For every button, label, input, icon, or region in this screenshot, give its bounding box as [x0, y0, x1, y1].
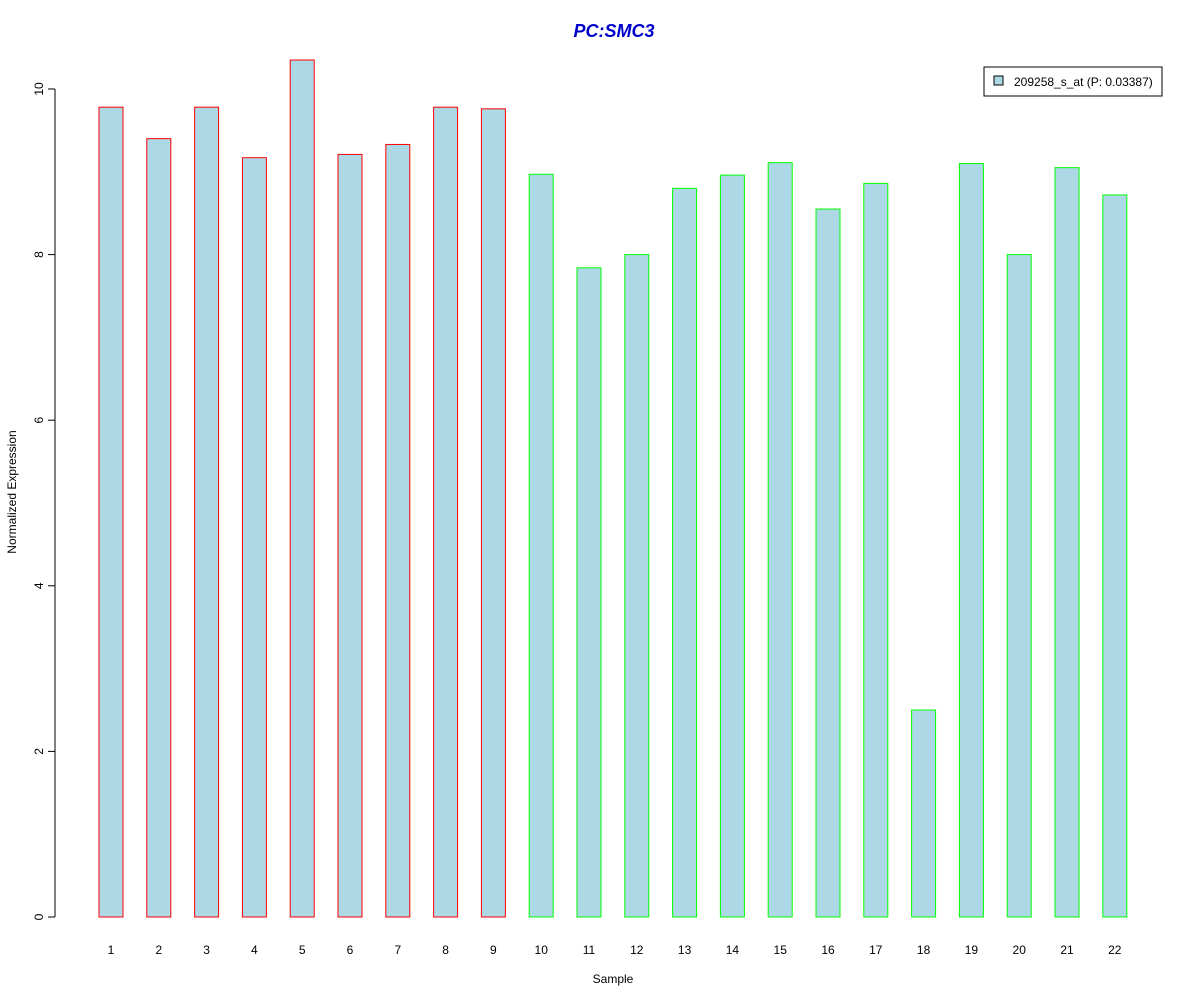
bar-sample-12: [624, 254, 650, 918]
bar-sample-10: [528, 173, 554, 918]
bar-sample-18: [911, 709, 937, 918]
bar-sample-20: [1006, 254, 1032, 918]
x-tick-label: 12: [630, 943, 644, 957]
x-axis-tick-labels: 1 2 3 4 5 6 7 8 9 10 11 12 13 14 15 16 17 18 19 20 21 22: [108, 943, 1122, 957]
y-tick-label: 4: [32, 582, 46, 589]
x-tick-label: 16: [821, 943, 835, 957]
bar-sample-3: [194, 106, 220, 918]
bar-sample-6: [337, 153, 363, 918]
x-tick-label: 22: [1108, 943, 1122, 957]
legend-swatch: [993, 75, 1004, 86]
bar-sample-15: [767, 162, 793, 918]
x-tick-label: 7: [394, 943, 401, 957]
x-axis-label: Sample: [593, 972, 634, 986]
x-tick-label: 5: [299, 943, 306, 957]
bar-sample-2: [146, 138, 172, 918]
bar-sample-17: [863, 182, 889, 918]
x-tick-label: 6: [347, 943, 354, 957]
chart-title: PC:SMC3: [573, 21, 654, 41]
x-tick-label: 21: [1060, 943, 1074, 957]
bar-sample-14: [719, 174, 745, 918]
legend: 209258_s_at (P: 0.03387): [983, 66, 1163, 97]
y-axis: 0 2 4 6 8 10: [32, 82, 56, 920]
legend-box: [983, 66, 1163, 97]
y-axis-label: Normalized Expression: [5, 430, 19, 553]
bar-sample-11: [576, 267, 602, 918]
x-tick-label: 8: [442, 943, 449, 957]
x-tick-label: 4: [251, 943, 258, 957]
x-tick-label: 15: [774, 943, 788, 957]
bar-sample-19: [958, 163, 984, 918]
y-tick-label: 10: [32, 82, 46, 96]
x-tick-label: 11: [583, 943, 596, 957]
bar-sample-1: [98, 106, 124, 918]
bar-sample-7: [385, 143, 411, 918]
x-tick-label: 18: [917, 943, 931, 957]
x-tick-label: 3: [203, 943, 210, 957]
bar-sample-4: [241, 157, 267, 918]
y-tick-label: 8: [32, 251, 46, 258]
x-tick-label: 14: [726, 943, 740, 957]
y-tick-label: 0: [32, 913, 46, 920]
legend-entry-label: 209258_s_at (P: 0.03387): [1014, 75, 1153, 89]
bar-sample-16: [815, 208, 841, 918]
y-tick-label: 2: [32, 748, 46, 755]
bar-sample-13: [672, 187, 698, 918]
bar-sample-9: [480, 108, 506, 918]
x-tick-label: 19: [965, 943, 979, 957]
x-tick-label: 10: [535, 943, 549, 957]
bar-sample-21: [1054, 167, 1080, 918]
x-tick-label: 20: [1013, 943, 1027, 957]
x-tick-label: 17: [869, 943, 883, 957]
x-tick-label: 1: [108, 943, 115, 957]
x-tick-label: 2: [155, 943, 162, 957]
x-tick-label: 13: [678, 943, 692, 957]
bars: [98, 59, 1128, 918]
bar-sample-8: [433, 106, 459, 918]
bar-sample-22: [1102, 194, 1128, 918]
bar-sample-5: [289, 59, 315, 918]
x-tick-label: 9: [490, 943, 497, 957]
y-tick-label: 6: [32, 417, 46, 424]
